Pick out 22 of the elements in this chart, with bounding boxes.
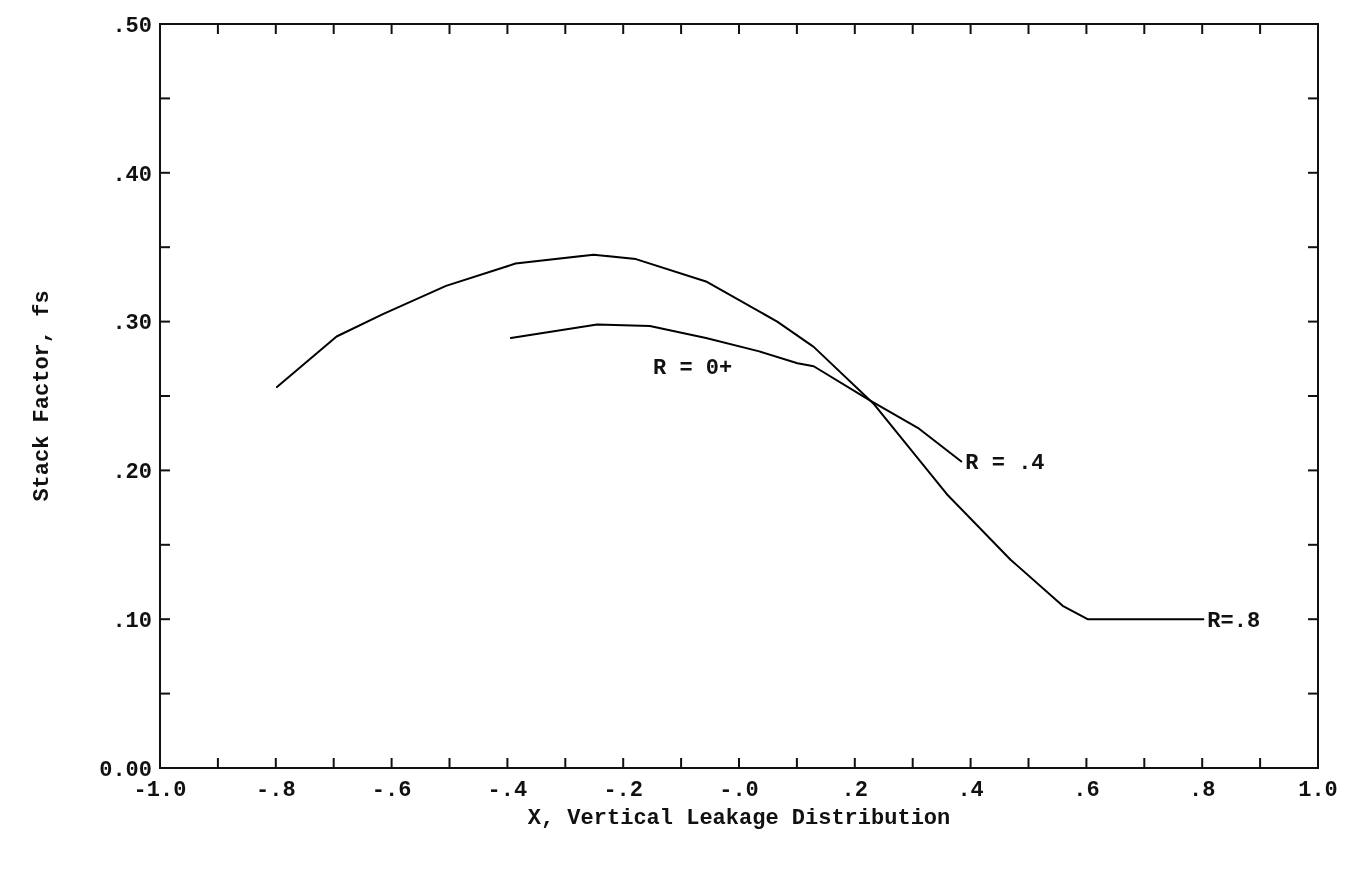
annotation: R = 0+ bbox=[653, 355, 733, 381]
x-tick-label: -.8 bbox=[256, 778, 296, 803]
x-axis-title: X, Vertical Leakage Distribution bbox=[527, 806, 951, 831]
x-tick-label: -.4 bbox=[487, 778, 528, 803]
y-tick-label: .10 bbox=[112, 608, 152, 634]
y-tick-label: .40 bbox=[112, 162, 152, 188]
x-tick-label: -.6 bbox=[371, 778, 412, 803]
y-tick-label: .30 bbox=[112, 311, 152, 337]
x-tick-label: -.0 bbox=[719, 778, 759, 803]
y-tick-label: .50 bbox=[112, 13, 152, 39]
y-axis-title: Stack Factor, fs bbox=[30, 290, 55, 502]
x-tick-label: 1.0 bbox=[1298, 778, 1338, 803]
x-tick-label: .2 bbox=[841, 778, 868, 803]
series-label: R = .4 bbox=[965, 451, 1045, 477]
y-tick-label: .20 bbox=[112, 460, 152, 486]
x-tick-label: .6 bbox=[1073, 778, 1100, 803]
line-series bbox=[275, 253, 1205, 621]
series-label: R=.8 bbox=[1207, 608, 1261, 634]
x-tick-label: -.2 bbox=[603, 778, 643, 803]
line-series bbox=[509, 323, 963, 463]
x-tick-label: .4 bbox=[957, 778, 984, 803]
x-tick-label: .8 bbox=[1189, 778, 1216, 803]
